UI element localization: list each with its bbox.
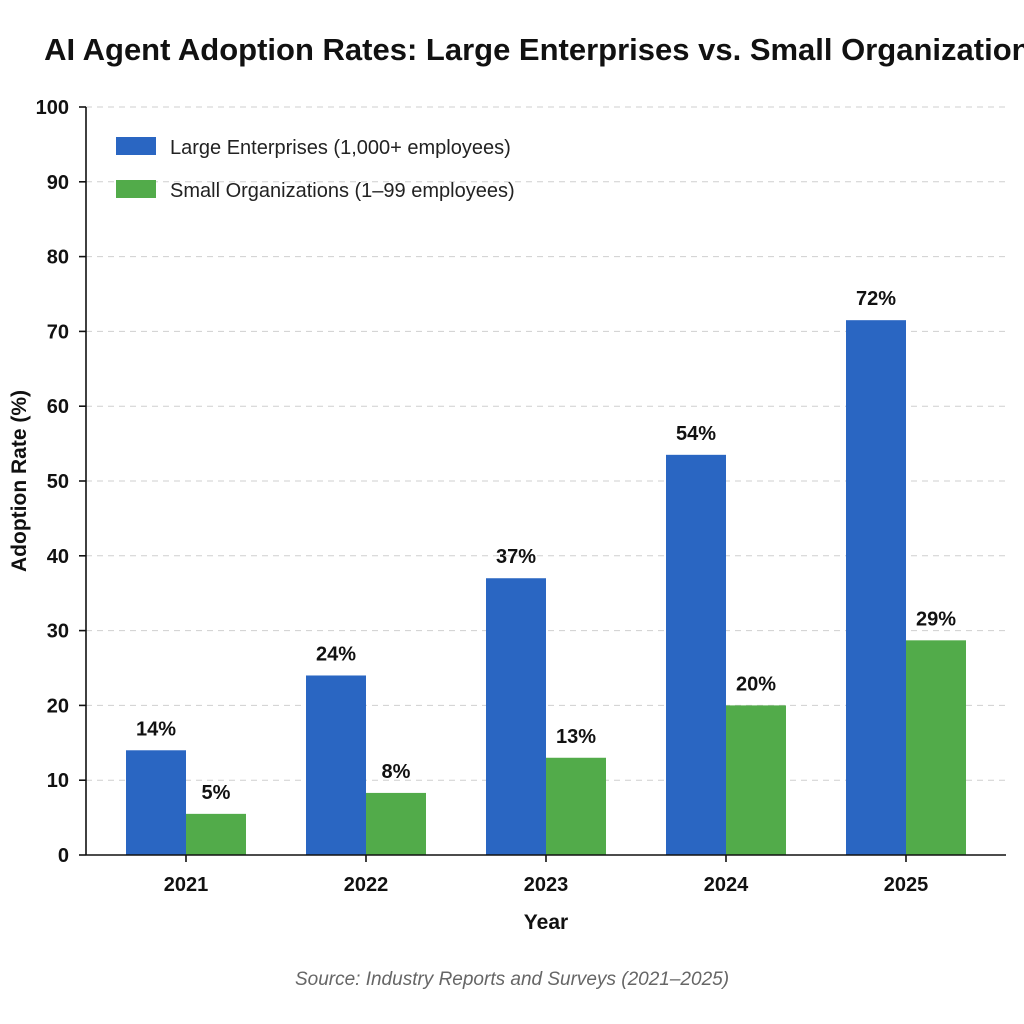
y-tick-label-40: 40 <box>47 546 69 568</box>
y-tick-label-60: 60 <box>47 396 69 418</box>
x-tick-label-2024: 2024 <box>704 874 749 896</box>
x-axis-label: Year <box>524 911 568 934</box>
y-tick-label-70: 70 <box>47 321 69 343</box>
axes <box>79 106 1006 862</box>
bar-small-2023 <box>546 757 606 855</box>
data-label-large-2025: 72% <box>856 288 896 310</box>
y-tick-label-50: 50 <box>47 471 69 493</box>
legend-label-large-enterprises: Large Enterprises (1,000+ employees) <box>170 137 511 159</box>
bars <box>126 320 966 855</box>
bar-large-2023 <box>486 578 546 855</box>
x-tick-labels: 2021 2022 2023 2024 2025 <box>164 874 929 896</box>
legend: Large Enterprises (1,000+ employees) Sma… <box>116 137 515 202</box>
data-label-large-2022: 24% <box>316 643 356 665</box>
legend-swatch-large-enterprises <box>116 137 156 155</box>
data-label-small-2025: 29% <box>916 608 956 630</box>
bar-large-2024 <box>666 454 726 855</box>
y-tick-label-90: 90 <box>47 172 69 194</box>
data-label-large-2021: 14% <box>136 718 176 740</box>
data-label-small-2023: 13% <box>556 726 596 748</box>
y-tick-label-30: 30 <box>47 621 69 643</box>
y-tick-label-10: 10 <box>47 770 69 792</box>
chart-title: AI Agent Adoption Rates: Large Enterpris… <box>44 32 1024 67</box>
source-note: Source: Industry Reports and Surveys (20… <box>295 969 729 990</box>
legend-label-small-organizations: Small Organizations (1–99 employees) <box>170 180 515 202</box>
data-label-large-2024: 54% <box>676 423 716 445</box>
y-tick-label-0: 0 <box>58 845 69 867</box>
y-tick-labels: 0 10 20 30 40 50 60 70 80 90 100 <box>36 97 69 867</box>
bar-small-2022 <box>366 792 426 855</box>
bar-small-2021 <box>186 813 246 855</box>
x-tick-label-2025: 2025 <box>884 874 929 896</box>
bar-small-2024 <box>726 705 786 855</box>
y-axis-label: Adoption Rate (%) <box>8 390 31 572</box>
bar-large-2021 <box>126 750 186 855</box>
y-tick-label-100: 100 <box>36 97 69 119</box>
legend-swatch-small-organizations <box>116 180 156 198</box>
data-labels: 14% 5% 24% 8% 37% 13% 54% 20% 72% 29% <box>136 288 956 804</box>
x-tick-label-2022: 2022 <box>344 874 389 896</box>
data-label-small-2022: 8% <box>382 761 411 783</box>
data-label-large-2023: 37% <box>496 546 536 568</box>
x-tick-label-2021: 2021 <box>164 874 209 896</box>
bar-large-2025 <box>846 320 906 855</box>
data-label-small-2021: 5% <box>202 782 231 804</box>
bar-small-2025 <box>906 640 966 855</box>
y-tick-label-80: 80 <box>47 247 69 269</box>
y-tick-label-20: 20 <box>47 695 69 717</box>
data-label-small-2024: 20% <box>736 673 776 695</box>
bar-large-2022 <box>306 675 366 855</box>
x-tick-label-2023: 2023 <box>524 874 569 896</box>
